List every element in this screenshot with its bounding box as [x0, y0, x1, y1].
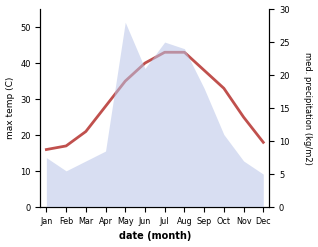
Y-axis label: max temp (C): max temp (C): [5, 77, 15, 139]
X-axis label: date (month): date (month): [119, 231, 191, 242]
Y-axis label: med. precipitation (kg/m2): med. precipitation (kg/m2): [303, 52, 313, 165]
